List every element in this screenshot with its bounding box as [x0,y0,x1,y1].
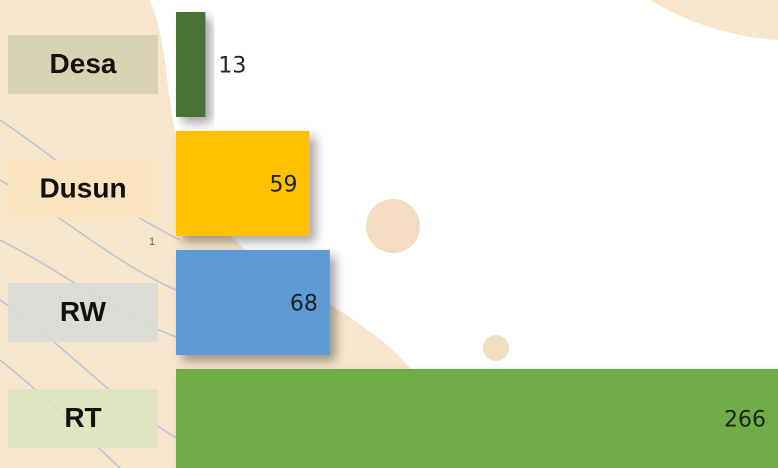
decor-circle [366,199,420,253]
annotation: 1 [149,236,155,248]
category-label: RT [64,402,101,433]
value-label: 68 [290,292,318,317]
value-label: 13 [218,54,246,79]
category-label: Desa [50,48,117,79]
decor-circle [483,335,509,361]
value-label: 266 [724,408,766,433]
bar [176,369,778,468]
chart: 1 Desa 13 Dusun 59 RW 68 RT 266 [0,0,778,468]
value-label: 59 [270,173,298,198]
category-label: RW [60,296,107,327]
category-label: Dusun [39,172,126,203]
bar [176,12,205,117]
